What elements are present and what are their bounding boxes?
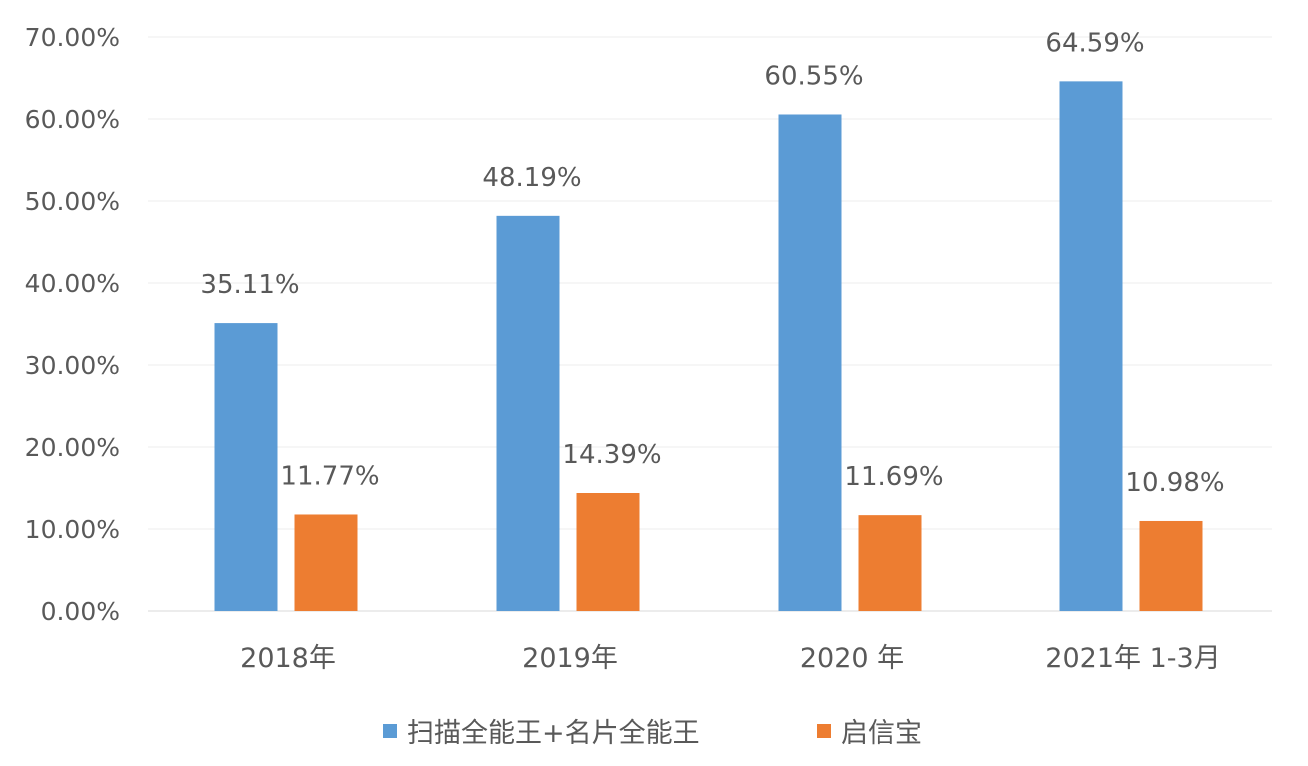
y-tick-label: 20.00% (25, 433, 120, 462)
data-label: 11.69% (844, 462, 943, 492)
data-label: 64.59% (1045, 28, 1144, 58)
legend-swatch (383, 724, 397, 738)
y-tick-label: 40.00% (25, 269, 120, 298)
bar (496, 215, 560, 612)
x-axis-ticks: 2018年 2019年 2020 年 2021年 1-3月 (240, 643, 1221, 674)
y-tick-label: 60.00% (25, 105, 120, 134)
x-tick-label: 2020 年 (800, 643, 904, 674)
y-tick-label: 70.00% (25, 23, 120, 52)
bar (214, 323, 278, 611)
y-tick-label: 0.00% (41, 597, 120, 626)
x-tick-label: 2018年 (240, 643, 336, 674)
bars (214, 81, 1203, 612)
y-axis-ticks: 0.00% 10.00% 20.00% 30.00% 40.00% 50.00% 60.00… (25, 23, 120, 626)
bar (576, 493, 640, 611)
bar (778, 114, 842, 612)
data-label: 11.77% (280, 461, 379, 491)
data-label: 60.55% (764, 61, 863, 91)
bar (294, 514, 358, 611)
y-tick-label: 50.00% (25, 187, 120, 216)
y-tick-label: 10.00% (25, 515, 120, 544)
data-label: 48.19% (482, 163, 581, 193)
legend: 扫描全能王+名片全能王 启信宝 (383, 718, 922, 749)
data-label: 35.11% (200, 270, 299, 300)
data-label: 10.98% (1125, 468, 1224, 498)
data-labels: 35.11% 48.19% 60.55% 64.59% 11.77% 14.39% 11.6… (200, 28, 1224, 498)
bar (858, 515, 922, 611)
bar (1139, 520, 1203, 611)
data-label: 14.39% (562, 440, 661, 470)
legend-label: 扫描全能王+名片全能王 (407, 718, 700, 749)
x-tick-label: 2021年 1-3月 (1045, 643, 1220, 674)
legend-swatch (817, 724, 831, 738)
x-tick-label: 2019年 (522, 643, 618, 674)
legend-label: 启信宝 (841, 718, 922, 749)
bar (1059, 81, 1123, 611)
y-tick-label: 30.00% (25, 351, 120, 380)
